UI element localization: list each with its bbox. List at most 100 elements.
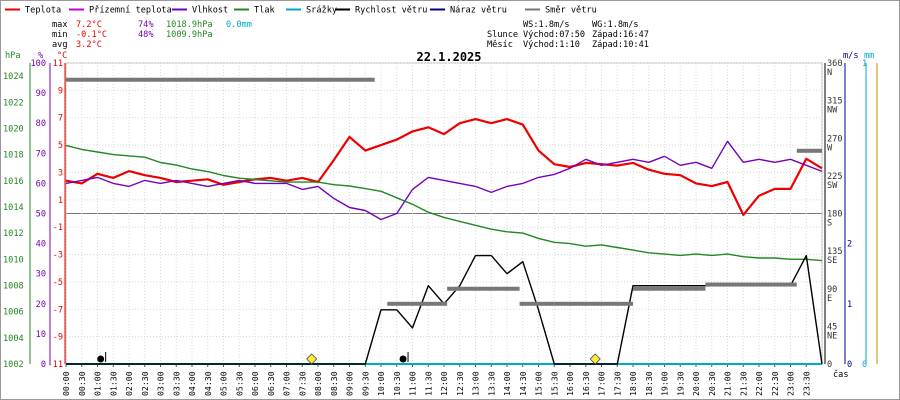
stats-min-label: min (52, 30, 68, 40)
pressure-tick: 1008 (3, 281, 24, 291)
temperature-tick: 5 (58, 141, 63, 151)
humidity-tick: 20 (36, 300, 46, 310)
x-tick-label: 03:00 (156, 371, 166, 396)
x-tick-label: 15:30 (549, 371, 559, 396)
info-sun-set: Západ:16:47 (592, 30, 649, 40)
y-axes: 1024102210201018101610141012101010081006… (3, 59, 878, 370)
unit-rain: mm (864, 51, 874, 61)
legend-label: Rychlost větru (355, 5, 427, 16)
info-sun-label: Slunce (487, 30, 518, 40)
x-tick-label: 08:00 (313, 371, 323, 396)
x-tick-label: 13:30 (486, 371, 496, 396)
pressure-tick: 1014 (3, 203, 24, 213)
legend-label: Vlhkost (192, 6, 228, 16)
x-tick-label: 06:00 (250, 371, 260, 396)
x-tick-label: 12:30 (455, 371, 465, 396)
humidity-tick: 30 (36, 270, 46, 280)
legend-label: Tlak (254, 6, 276, 16)
info-block: WS:1.8m/s WG:1.8m/s Slunce Východ:07:50 … (487, 20, 649, 50)
x-tick-label: 01:30 (108, 371, 118, 396)
pressure-tick: 1012 (3, 229, 24, 239)
wind-tick: 1 (847, 300, 852, 310)
x-tick-label: 03:30 (171, 371, 181, 396)
x-tick-label: 10:30 (392, 371, 402, 396)
temperature-tick: -7 (53, 305, 63, 315)
direction-label: NE (827, 331, 837, 341)
info-wg: WG:1.8m/s (592, 20, 639, 30)
x-tick-label: 19:30 (675, 371, 685, 396)
x-tick-label: 09:30 (360, 371, 370, 396)
x-tick-label: 15:00 (534, 371, 544, 396)
direction-label: S (827, 219, 832, 229)
direction-tick: 270 (827, 134, 843, 144)
pressure-tick: 1010 (3, 255, 24, 265)
stats-max-temp: 7.2°C (76, 20, 102, 30)
x-tick-label: 09:00 (345, 371, 355, 396)
stats-max-hum: 74% (138, 20, 154, 30)
x-tick-label: 05:00 (219, 371, 229, 396)
wind-tick: 2 (847, 240, 852, 250)
info-ws: WS:1.8m/s (523, 20, 570, 30)
temperature-tick: 3 (58, 168, 63, 178)
x-axis-label: čas (833, 369, 849, 380)
humidity-tick: 10 (36, 330, 46, 340)
direction-tick: 225 (827, 172, 843, 182)
x-tick-label: 01:00 (93, 371, 103, 396)
x-tick-label: 11:00 (408, 371, 418, 396)
x-tick-label: 12:00 (439, 371, 449, 396)
pressure-tick: 1020 (3, 124, 24, 134)
direction-tick: 135 (827, 247, 843, 257)
x-tick-label: 16:30 (581, 371, 591, 396)
temperature-tick: -5 (53, 278, 63, 288)
pressure-tick: 1016 (3, 177, 24, 187)
humidity-tick: 90 (36, 89, 46, 99)
unit-temperature: °C (57, 51, 67, 61)
pressure-tick: 1022 (3, 98, 24, 108)
wind-direction-mark (633, 286, 706, 291)
wind-direction-mark (447, 286, 520, 291)
pressure-tick: 1004 (3, 334, 24, 344)
temperature-tick: -11 (47, 360, 63, 370)
x-tick-label: 04:00 (187, 371, 197, 396)
x-tick-label: 19:00 (660, 371, 670, 396)
x-tick-label: 22:30 (770, 371, 780, 396)
wind-direction-mark (554, 301, 633, 306)
x-tick-label: 11:30 (423, 371, 433, 396)
unit-humidity: % (38, 51, 44, 61)
x-tick-label: 23:30 (801, 371, 811, 396)
wind-direction-mark (519, 301, 555, 306)
unit-pressure: hPa (5, 51, 21, 61)
series-line-2 (65, 144, 823, 262)
temperature-tick: -9 (53, 333, 63, 343)
humidity-tick: 0 (41, 360, 46, 370)
stats-max-rain: 0.0mm (226, 20, 252, 30)
stats-min-temp: -0.1°C (76, 30, 107, 40)
temperature-tick: 11 (53, 59, 63, 69)
moonrise-marker (97, 355, 105, 363)
x-tick-label: 07:00 (282, 371, 292, 396)
temperature-tick: -1 (53, 223, 63, 233)
direction-tick: 45 (827, 322, 837, 332)
wind-direction-mark (387, 301, 448, 306)
humidity-tick: 100 (30, 59, 46, 69)
x-tick-label: 21:00 (723, 371, 733, 396)
x-tick-label: 14:00 (502, 371, 512, 396)
sunrise-marker (306, 353, 318, 365)
unit-wind: m/s (843, 51, 859, 61)
wind-direction-mark (66, 77, 375, 82)
markers (97, 352, 601, 365)
x-tick-label: 06:30 (266, 371, 276, 396)
humidity-tick: 50 (36, 210, 46, 220)
x-tick-label: 17:00 (597, 371, 607, 396)
x-axis: 00:00 00:30 01:00 01:30 02:00 02:30 03:00 03:30… (61, 364, 811, 396)
series-line-1 (65, 140, 823, 221)
direction-label: NW (827, 106, 838, 116)
sunset-marker (589, 353, 601, 365)
direction-tick: 360 (827, 59, 843, 69)
x-tick-label: 21:30 (738, 371, 748, 396)
x-tick-label: 04:30 (203, 371, 213, 396)
stats-max-label: max (52, 20, 68, 30)
x-tick-label: 18:30 (644, 371, 654, 396)
x-tick-label: 07:30 (297, 371, 307, 396)
